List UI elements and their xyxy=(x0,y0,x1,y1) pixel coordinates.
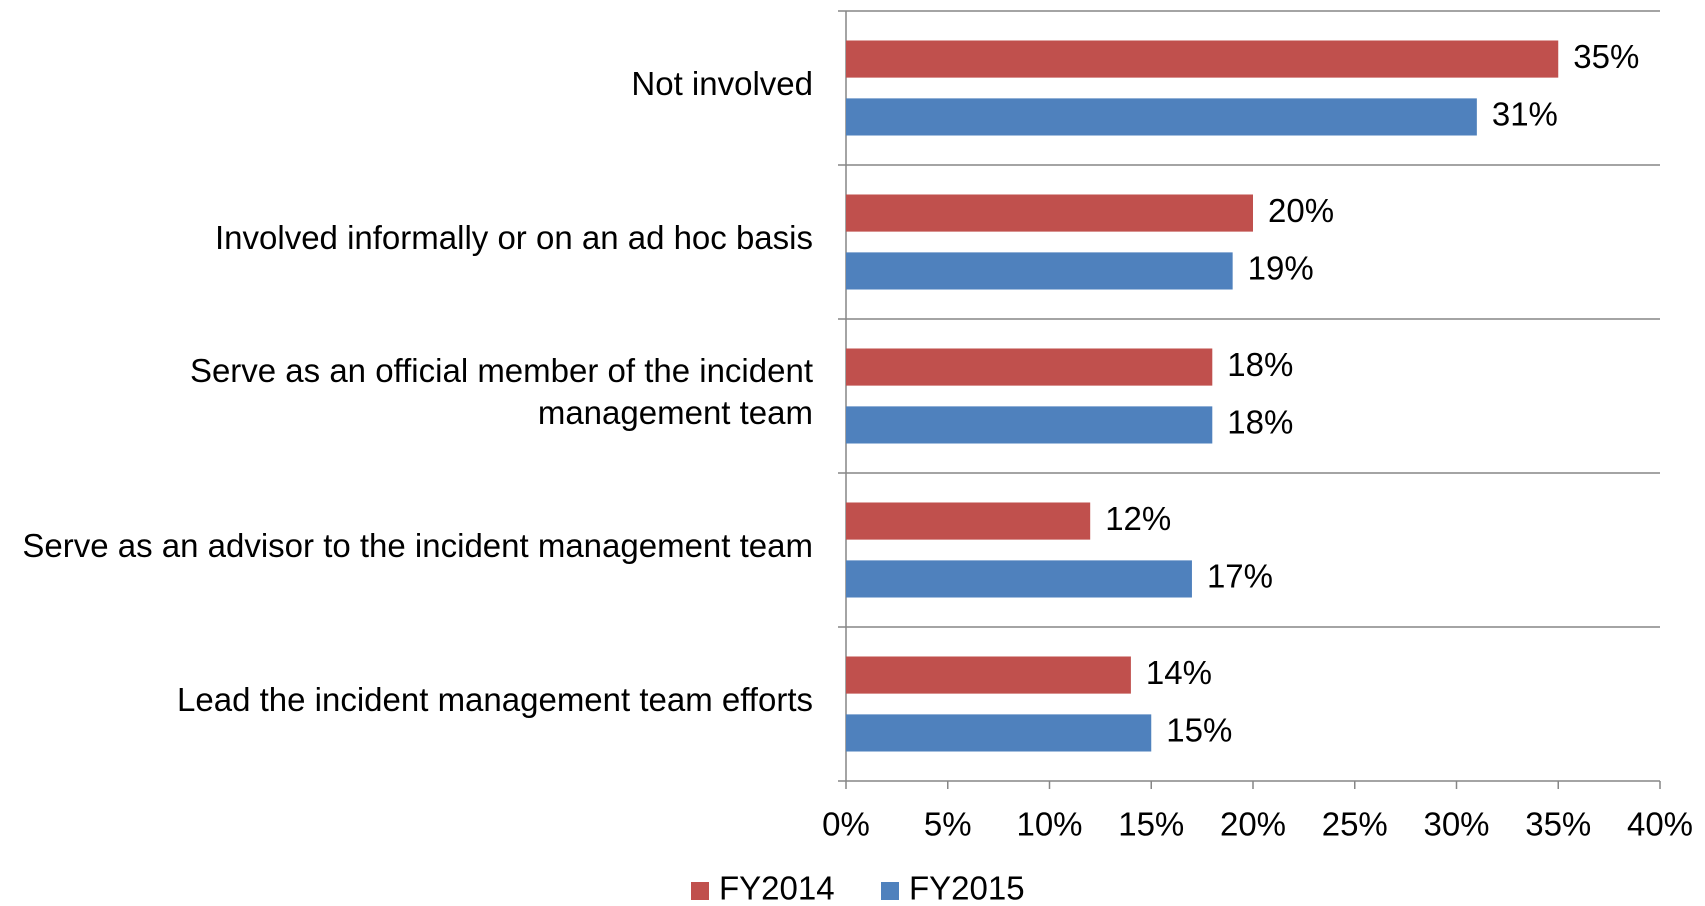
x-tick-label: 40% xyxy=(1627,806,1693,843)
category-label: Serve as an advisor to the incident mana… xyxy=(22,527,813,564)
x-tick-label: 0% xyxy=(822,806,870,843)
legend-swatch xyxy=(691,882,709,900)
data-label: 31% xyxy=(1492,96,1558,133)
data-label: 18% xyxy=(1227,404,1293,441)
data-label: 12% xyxy=(1105,500,1171,537)
bar xyxy=(846,714,1152,752)
bar xyxy=(846,252,1233,290)
data-label: 14% xyxy=(1146,654,1212,691)
bar xyxy=(846,656,1131,694)
category-label: Not involved xyxy=(631,65,813,102)
legend-label: FY2015 xyxy=(909,870,1025,906)
data-label: 35% xyxy=(1573,38,1639,75)
category-label: Serve as an official member of the incid… xyxy=(189,352,813,431)
bar xyxy=(846,40,1559,78)
x-tick-label: 15% xyxy=(1118,806,1184,843)
bar xyxy=(846,406,1213,444)
category-label: Lead the incident management team effort… xyxy=(177,681,813,718)
data-label: 18% xyxy=(1227,346,1293,383)
x-tick-label: 25% xyxy=(1322,806,1388,843)
bar xyxy=(846,98,1477,136)
x-tick-label: 20% xyxy=(1220,806,1286,843)
data-label: 19% xyxy=(1248,250,1314,287)
bar xyxy=(846,560,1192,598)
bar xyxy=(846,348,1213,386)
x-tick-label: 10% xyxy=(1016,806,1082,843)
legend-label: FY2014 xyxy=(719,870,835,906)
data-label: 20% xyxy=(1268,192,1334,229)
x-tick-label: 30% xyxy=(1423,806,1489,843)
x-tick-label: 35% xyxy=(1525,806,1591,843)
x-tick-label: 5% xyxy=(924,806,972,843)
legend-swatch xyxy=(881,882,899,900)
category-label: Involved informally or on an ad hoc basi… xyxy=(215,219,813,256)
bar xyxy=(846,194,1253,232)
data-label: 17% xyxy=(1207,558,1273,595)
bar xyxy=(846,502,1091,540)
data-label: 15% xyxy=(1166,712,1232,749)
